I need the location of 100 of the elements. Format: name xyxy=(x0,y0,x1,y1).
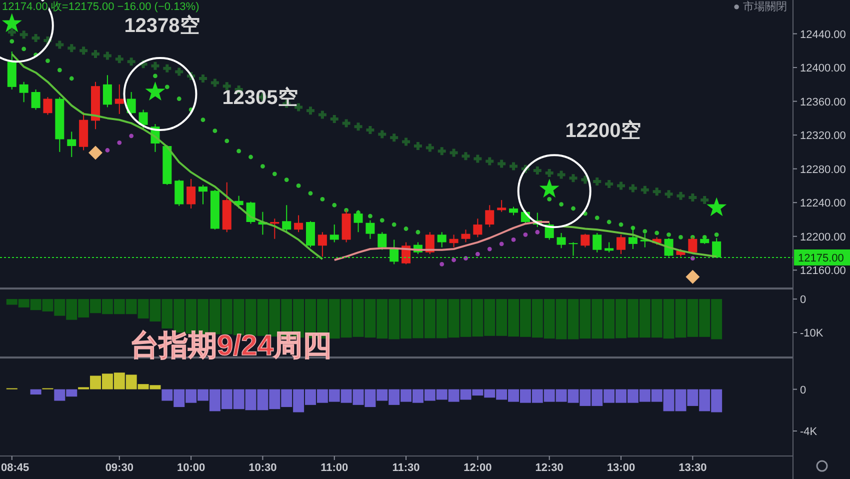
point xyxy=(594,216,600,220)
point xyxy=(212,128,218,134)
point xyxy=(686,270,700,284)
point xyxy=(487,246,492,252)
x-tick-label: 08:45 xyxy=(1,462,30,474)
point xyxy=(452,258,456,262)
point xyxy=(284,178,289,182)
point xyxy=(642,229,648,234)
point xyxy=(126,56,137,68)
point xyxy=(556,169,567,180)
point xyxy=(176,96,182,101)
point xyxy=(460,150,472,162)
point xyxy=(496,158,508,170)
y-tick-label: 12360.00 xyxy=(800,96,846,108)
x-tick-label: 10:00 xyxy=(176,462,206,474)
point xyxy=(618,222,624,227)
point xyxy=(352,121,364,132)
point xyxy=(114,54,125,65)
line-series xyxy=(10,53,324,260)
point xyxy=(559,202,564,206)
point xyxy=(523,232,528,237)
candlestick xyxy=(497,200,506,212)
y-tick-label: 12400.00 xyxy=(800,62,846,75)
point xyxy=(392,222,396,227)
candlestick xyxy=(43,96,52,116)
point xyxy=(678,234,683,240)
y-tick-label: 12440.00 xyxy=(800,28,846,41)
point xyxy=(568,172,579,184)
point xyxy=(272,172,277,176)
point xyxy=(22,46,26,52)
point xyxy=(200,118,206,122)
point xyxy=(484,156,496,167)
candlestick xyxy=(294,214,304,233)
y-tick-label: 0 xyxy=(800,384,806,396)
point xyxy=(388,132,400,144)
point xyxy=(499,242,504,246)
y-tick-label: 12320.00 xyxy=(800,130,846,142)
candlestick xyxy=(580,233,590,248)
y-tick-label: 12200.00 xyxy=(800,231,846,244)
point xyxy=(129,134,134,138)
annotation: 12305空 xyxy=(222,86,298,109)
x-tick-label: 12:00 xyxy=(464,462,492,474)
point xyxy=(236,148,242,154)
point xyxy=(535,230,540,234)
point xyxy=(296,184,301,188)
candlestick xyxy=(688,236,698,254)
candlestick xyxy=(102,74,112,108)
point xyxy=(320,197,325,202)
point xyxy=(18,29,30,40)
x-tick-label: 09:30 xyxy=(105,462,134,474)
candlestick xyxy=(485,204,494,228)
candlestick xyxy=(592,232,602,253)
point xyxy=(714,232,719,237)
candlestick xyxy=(330,224,339,243)
annotation: 12200空 xyxy=(565,119,641,142)
candlestick xyxy=(114,84,124,114)
candlestick xyxy=(556,232,566,249)
point xyxy=(150,60,161,72)
y-tick-label: 0 xyxy=(800,294,806,306)
point xyxy=(69,76,74,81)
annotation: 12174.00 收=12175.00 −16.00 (−0.13%) xyxy=(2,1,200,13)
point xyxy=(308,191,313,196)
candlestick xyxy=(282,204,292,232)
point xyxy=(416,230,420,234)
point xyxy=(224,138,230,144)
candlestick xyxy=(616,234,626,255)
point xyxy=(88,146,102,160)
point xyxy=(511,238,516,242)
point xyxy=(606,220,612,224)
candlestick xyxy=(19,81,28,103)
point xyxy=(332,202,337,208)
point xyxy=(57,68,62,72)
point xyxy=(424,142,436,154)
candlestick xyxy=(318,232,327,258)
x-tick-label: 10:30 xyxy=(248,462,277,474)
candlestick xyxy=(449,234,458,248)
point xyxy=(248,154,253,160)
x-tick-label: 12:30 xyxy=(535,462,564,474)
x-tick-label: 13:30 xyxy=(678,462,707,474)
candlestick xyxy=(437,232,446,248)
point xyxy=(404,226,408,231)
point xyxy=(340,118,352,129)
point xyxy=(54,39,66,50)
point xyxy=(675,190,686,202)
x-tick-label: 11:30 xyxy=(392,462,420,474)
point xyxy=(639,184,650,196)
point xyxy=(209,77,220,88)
point xyxy=(260,164,265,168)
point xyxy=(105,148,110,152)
candlestick xyxy=(138,109,148,130)
point xyxy=(10,39,14,44)
point xyxy=(66,42,78,54)
ref-line-label: 12175.00 xyxy=(798,252,844,264)
point xyxy=(666,232,671,237)
point xyxy=(164,84,170,90)
point xyxy=(78,45,90,56)
point xyxy=(651,186,662,198)
candlestick xyxy=(378,232,387,250)
point xyxy=(376,128,388,140)
point xyxy=(2,13,22,32)
